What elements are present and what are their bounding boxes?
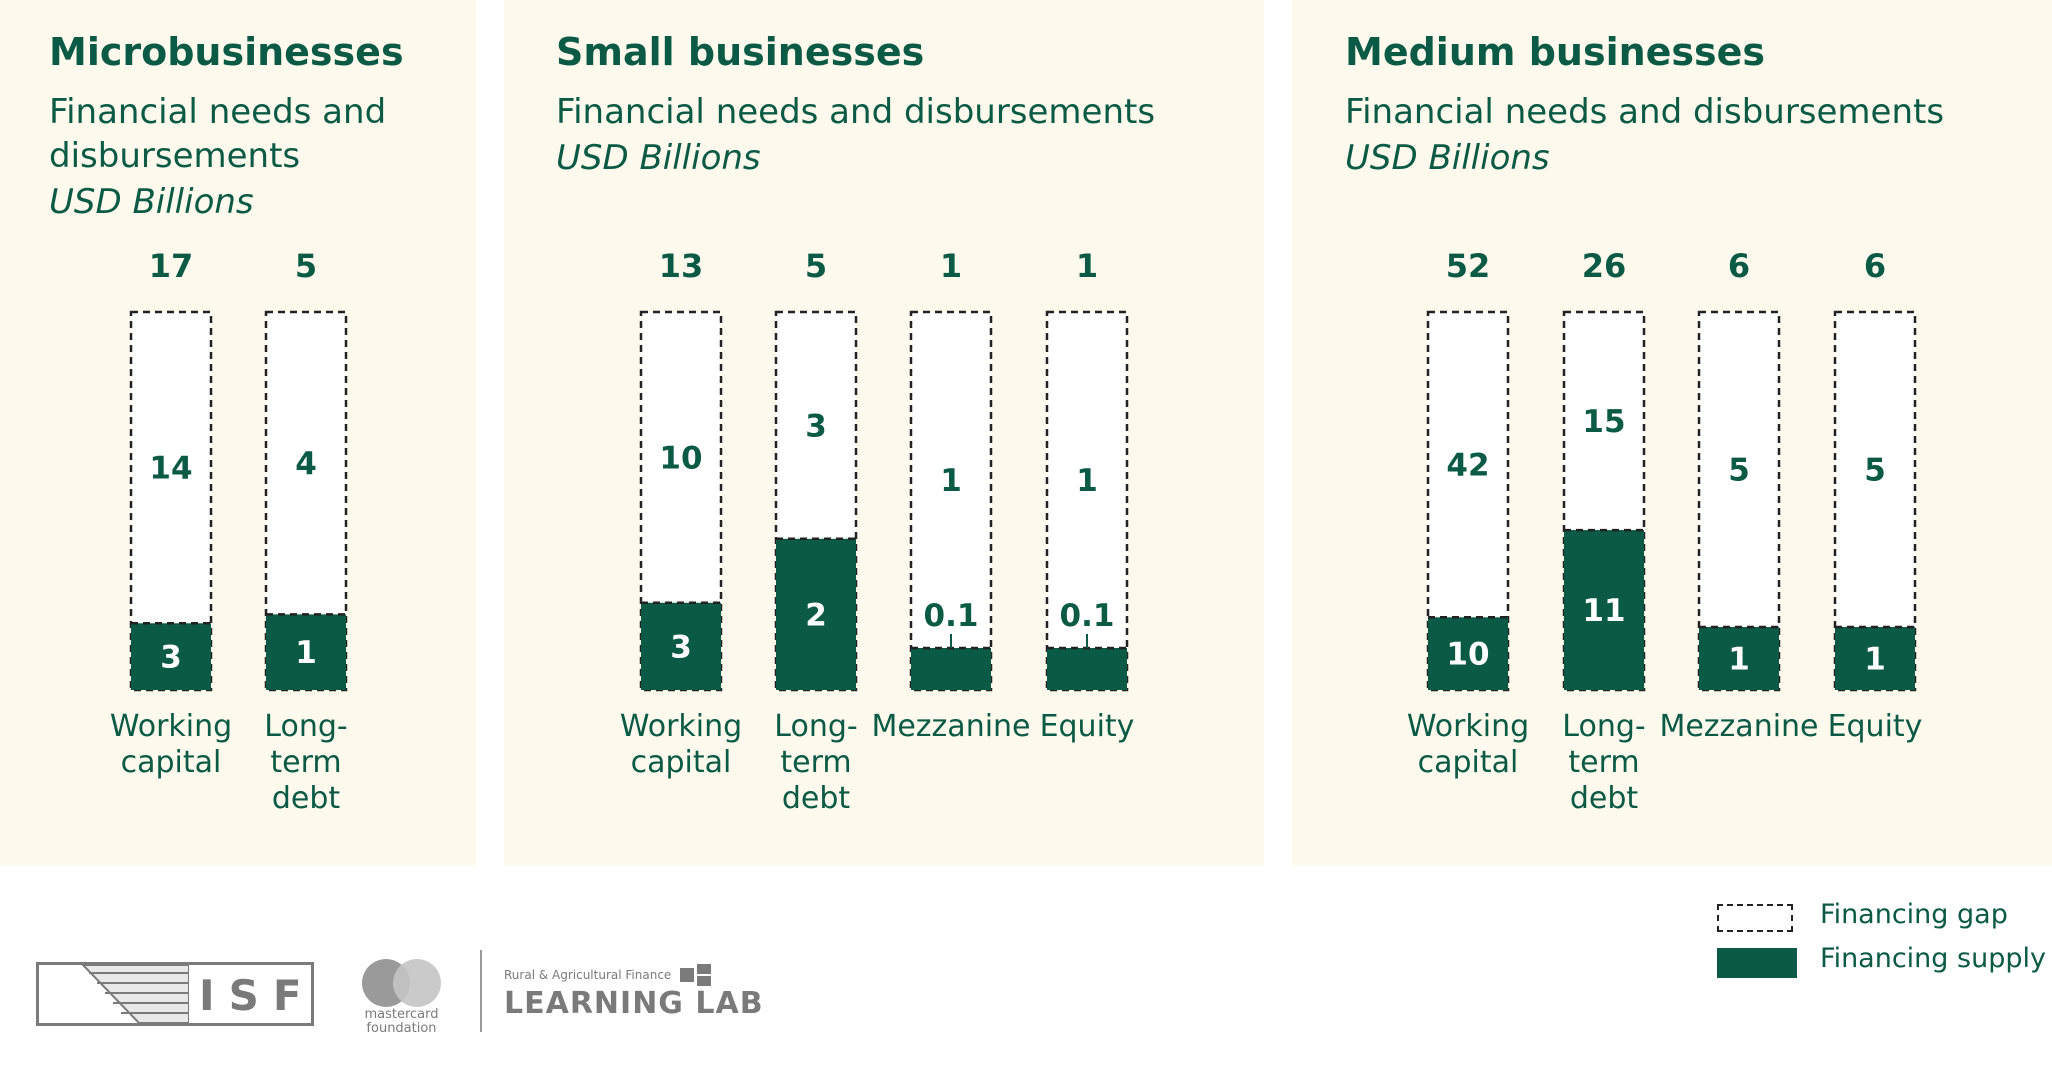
panel-unit: USD Billions — [556, 138, 761, 178]
category-label: Equity — [1040, 709, 1135, 744]
category-label: capital — [1418, 745, 1519, 780]
category-label: Mezzanine — [871, 709, 1030, 744]
mastercard-circles-icon — [362, 959, 441, 1007]
total-label: 1 — [940, 247, 962, 285]
panel-subtitle: Financial needs and disbursements — [1345, 92, 1945, 132]
category-label: Working — [110, 709, 232, 744]
category-label: Working — [620, 709, 742, 744]
total-label: 1 — [1076, 247, 1098, 285]
category-label: debt — [1570, 781, 1639, 816]
learning-lab-big-text: LEARNING LAB — [504, 986, 764, 1021]
total-label: 13 — [659, 247, 704, 285]
legend-swatch-gap — [1717, 904, 1793, 932]
total-label: 6 — [1864, 247, 1886, 285]
panel-title: Microbusinesses — [49, 30, 404, 74]
supply-bar — [266, 614, 346, 690]
learning-lab-book-icon — [680, 964, 711, 986]
learning-lab-small-text: Rural & Agricultural Finance — [504, 968, 672, 982]
gap-value-label: 1 — [940, 463, 962, 499]
supply-bar — [1699, 627, 1779, 690]
supply-bar — [1564, 530, 1644, 690]
supply-value-label: 0.1 — [924, 598, 979, 634]
supply-bar — [131, 623, 211, 690]
total-label: 17 — [149, 247, 194, 285]
category-label: Working — [1407, 709, 1529, 744]
category-label: term — [1568, 745, 1639, 780]
gap-bar — [909, 310, 993, 692]
gap-value-label: 4 — [295, 446, 317, 482]
panel-unit: USD Billions — [49, 182, 254, 222]
total-label: 6 — [1728, 247, 1750, 285]
gap-value-label: 14 — [149, 451, 192, 487]
category-label: Long- — [1562, 709, 1645, 744]
panel-unit: USD Billions — [1345, 138, 1550, 178]
category-label: Long- — [774, 709, 857, 744]
panel-title: Small businesses — [556, 30, 925, 74]
gap-value-label: 1 — [1076, 463, 1098, 499]
category-label: capital — [631, 745, 732, 780]
category-label: capital — [121, 745, 222, 780]
total-label: 5 — [295, 247, 317, 285]
gap-value-label: 42 — [1446, 448, 1489, 484]
gap-value-label: 3 — [805, 408, 827, 444]
chart-medium-businesses: 524210Workingcapital261511Long-termdebt6… — [1407, 247, 1923, 816]
isf-logo-text: ISF — [199, 971, 316, 1020]
supply-value-label: 10 — [1446, 637, 1489, 673]
gap-value-label: 5 — [1864, 453, 1886, 489]
supply-value-label: 1 — [1864, 642, 1886, 678]
supply-value-label: 2 — [805, 597, 827, 633]
mastercard-line2: foundation — [366, 1021, 437, 1036]
gap-value-label: 15 — [1582, 404, 1625, 440]
category-label: Equity — [1828, 709, 1923, 744]
supply-bar — [1428, 617, 1508, 690]
total-label: 26 — [1582, 247, 1627, 285]
total-label: 5 — [805, 247, 827, 285]
category-label: debt — [272, 781, 341, 816]
panel-subtitle: Financial needs and disbursements — [556, 92, 1156, 132]
panel-medium-businesses: Medium businesses Financial needs and di… — [1292, 0, 2052, 865]
mastercard-line1: mastercard — [364, 1007, 439, 1022]
category-label: Mezzanine — [1659, 709, 1818, 744]
panel-microbusinesses: Microbusinesses Financial needs and disb… — [0, 0, 476, 865]
gap-value-label: 5 — [1728, 453, 1750, 489]
legend-swatch-supply — [1717, 948, 1797, 978]
panel-small-businesses: Small businesses Financial needs and dis… — [504, 0, 1264, 865]
category-label: term — [780, 745, 851, 780]
supply-value-label: 11 — [1582, 593, 1625, 629]
isf-stripes-icon — [81, 965, 189, 1023]
panel-title: Medium businesses — [1345, 30, 1766, 74]
supply-value-label: 1 — [295, 635, 317, 671]
supply-bar — [641, 602, 721, 690]
supply-value-label: 3 — [670, 629, 692, 665]
legend-label-supply: Financing supply — [1820, 943, 2046, 974]
mastercard-foundation-text: mastercard foundation — [354, 1008, 449, 1036]
category-label: Long- — [264, 709, 347, 744]
gap-value-label: 10 — [659, 440, 702, 476]
isf-logo: ISF — [36, 962, 314, 1026]
category-label: term — [270, 745, 341, 780]
supply-bar — [1047, 648, 1127, 690]
legend-label-gap: Financing gap — [1820, 899, 2008, 930]
supply-bar — [776, 538, 856, 690]
mastercard-foundation-logo: mastercard foundation — [354, 958, 449, 1038]
logo-divider — [480, 950, 482, 1032]
supply-value-label: 0.1 — [1060, 598, 1115, 634]
supply-value-label: 1 — [1728, 642, 1750, 678]
supply-bar — [911, 648, 991, 690]
supply-bar — [1835, 627, 1915, 690]
total-label: 52 — [1446, 247, 1491, 285]
category-label: debt — [782, 781, 851, 816]
panel-subtitle: Financial needs and disbursements — [49, 92, 387, 176]
supply-value-label: 3 — [160, 640, 182, 676]
